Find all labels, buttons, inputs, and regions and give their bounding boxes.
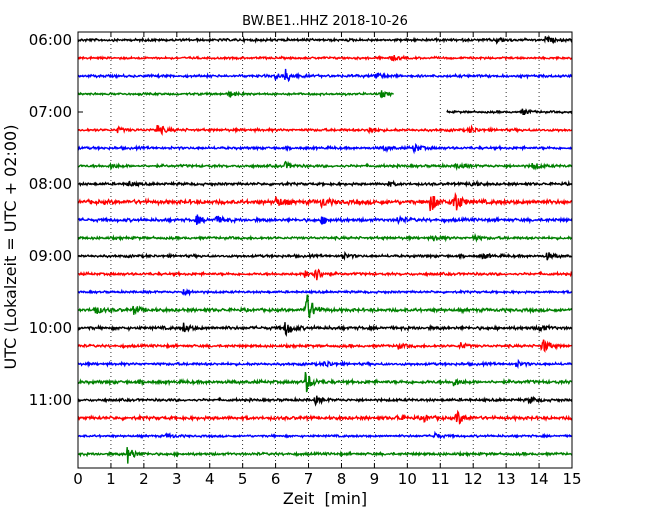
x-tick-label: 7 <box>304 470 314 488</box>
traces-layer <box>77 34 573 464</box>
x-tick-label: 9 <box>370 470 380 488</box>
x-tick-label: 2 <box>139 470 149 488</box>
trace-0930 <box>77 288 573 297</box>
ticks-layer: 0 1 2 3 4 5 6 7 8 9 10 11 12 13 14 1506:0007:0008:0009:… <box>29 31 582 488</box>
x-tick-label: 5 <box>238 470 248 488</box>
trace-1000 <box>77 322 573 338</box>
trace-1045 <box>77 371 573 393</box>
trace-0730 <box>77 142 573 155</box>
x-tick-label: 0 <box>73 470 83 488</box>
x-tick-label: 10 <box>398 470 417 488</box>
trace-0845 <box>77 232 573 243</box>
y-tick-label: 09:00 <box>29 247 72 265</box>
trace-0600 <box>77 34 573 45</box>
trace-0745 <box>77 160 573 172</box>
trace-0700 <box>446 108 573 115</box>
trace-1115 <box>77 409 573 425</box>
x-tick-label: 3 <box>172 470 182 488</box>
grid-layer <box>110 32 540 468</box>
x-axis-label: Zeit [min] <box>283 489 367 508</box>
trace-0945 <box>77 294 573 319</box>
x-tick-label: 11 <box>431 470 450 488</box>
trace-0900 <box>77 250 573 262</box>
trace-0815 <box>77 191 573 212</box>
y-tick-label: 08:00 <box>29 175 72 193</box>
trace-1030 <box>77 358 573 370</box>
trace-0830 <box>77 214 573 226</box>
x-tick-label: 13 <box>497 470 516 488</box>
x-tick-label: 14 <box>530 470 549 488</box>
trace-1130 <box>77 430 573 440</box>
trace-1015 <box>77 339 572 353</box>
x-tick-label: 8 <box>337 470 347 488</box>
trace-0915 <box>77 268 573 281</box>
x-tick-label: 4 <box>205 470 215 488</box>
y-tick-label: 07:00 <box>29 103 72 121</box>
x-tick-label: 12 <box>464 470 483 488</box>
trace-1100 <box>77 395 573 407</box>
trace-0645 <box>77 90 394 99</box>
x-tick-label: 6 <box>271 470 281 488</box>
trace-0715 <box>77 124 573 137</box>
x-tick-label: 15 <box>562 470 581 488</box>
chart-title: BW.BE1..HHZ 2018-10-26 <box>242 14 408 29</box>
trace-0630 <box>77 68 573 83</box>
plot-frame <box>77 31 573 469</box>
x-tick-label: 1 <box>106 470 116 488</box>
trace-0800 <box>77 179 573 188</box>
y-tick-label: 11:00 <box>29 391 72 409</box>
y-tick-label: 06:00 <box>29 31 72 49</box>
y-axis-label: UTC (Lokalzeit = UTC + 02:00) <box>1 125 20 370</box>
y-tick-label: 10:00 <box>29 319 72 337</box>
trace-0615 <box>77 54 573 62</box>
trace-1145 <box>77 447 573 464</box>
